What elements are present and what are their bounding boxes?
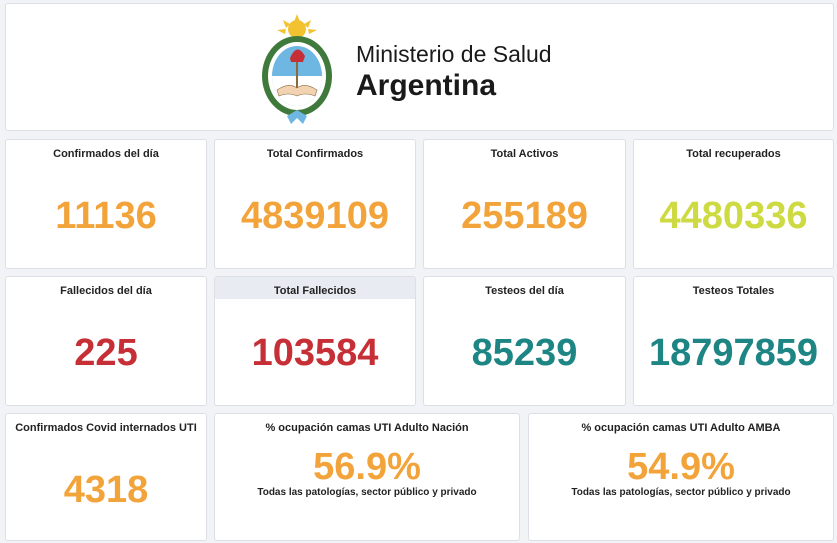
card-title: Total Fallecidos [215,277,415,299]
stat-value: 54.9% [627,446,735,488]
card-title: % ocupación camas UTI Adulto AMBA [581,422,781,434]
stat-note: Todas las patologías, sector público y p… [571,487,791,498]
card-total-activos: Total Activos 255189 [423,139,626,269]
stat-value: 4839109 [241,195,389,237]
card-title: Total Activos [490,148,559,160]
card-internados-uti: Confirmados Covid internados UTI 4318 [5,413,207,541]
card-total-confirmados: Total Confirmados 4839109 [214,139,416,269]
card-confirmados-dia: Confirmados del día 11136 [5,139,207,269]
card-ocupacion-nacion: % ocupación camas UTI Adulto Nación 56.9… [214,413,520,541]
card-title: Total Confirmados [266,148,364,160]
ministry-name: Ministerio de Salud [356,41,552,67]
stat-value: 255189 [461,195,588,237]
stat-value: 11136 [55,195,157,237]
stat-value: 225 [74,332,138,374]
card-title: Testeos Totales [692,285,775,297]
header-banner: Ministerio de Salud Argentina [5,3,834,131]
stat-value: 85239 [471,332,578,374]
stat-value: 56.9% [313,446,421,488]
card-title: Testeos del día [485,285,564,297]
stat-value: 18797859 [648,332,819,374]
card-testeos-dia: Testeos del día 85239 [423,276,626,406]
card-title: Total recuperados [686,148,781,160]
card-title: Fallecidos del día [60,285,152,297]
card-title: Confirmados del día [53,148,159,160]
stat-value: 4318 [63,469,149,511]
coat-of-arms-icon [262,14,332,124]
stat-value: 4480336 [659,195,808,237]
card-ocupacion-amba: % ocupación camas UTI Adulto AMBA 54.9% … [528,413,834,541]
card-testeos-totales: Testeos Totales 18797859 [633,276,834,406]
card-fallecidos-dia: Fallecidos del día 225 [5,276,207,406]
card-total-recuperados: Total recuperados 4480336 [633,139,834,269]
card-title: Confirmados Covid internados UTI [15,422,197,434]
country-name: Argentina [356,69,497,102]
card-total-fallecidos: Total Fallecidos 103584 [214,276,416,406]
stat-note: Todas las patologías, sector público y p… [257,487,477,498]
stat-value: 103584 [251,332,379,374]
card-title: % ocupación camas UTI Adulto Nación [265,422,469,434]
